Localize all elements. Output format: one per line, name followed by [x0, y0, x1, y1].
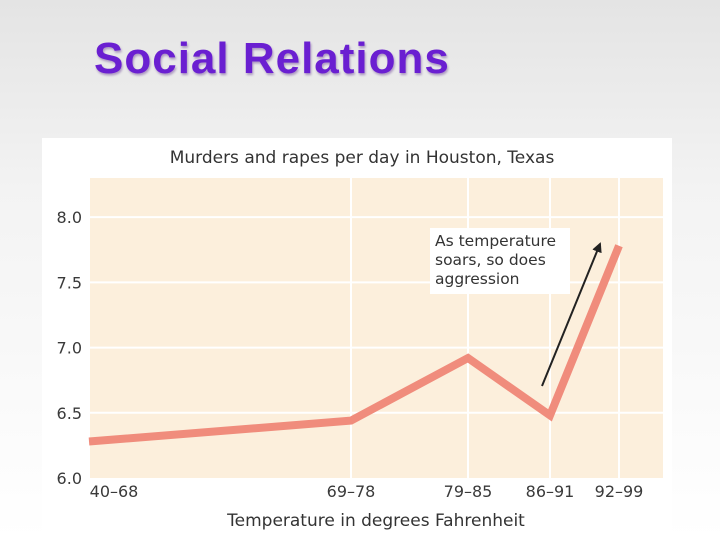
x-tick-label: 79–85 — [444, 482, 493, 501]
annotation-box — [430, 228, 570, 294]
y-tick-labels: 6.0 6.5 7.0 7.5 8.0 — [57, 208, 82, 488]
x-tick-label: 86–91 — [526, 482, 575, 501]
x-tick-label: 40–68 — [90, 482, 139, 501]
annotation-line-2: soars, so does — [435, 251, 546, 269]
y-tick-label: 8.0 — [57, 208, 82, 227]
x-tick-label: 69–78 — [327, 482, 376, 501]
y-tick-label: 7.0 — [57, 339, 82, 358]
slide-title: Social Relations — [94, 34, 450, 83]
data-points — [88, 245, 620, 442]
annotation-arrow — [541, 242, 602, 387]
x-tick-labels: 40–68 69–78 79–85 86–91 92–99 — [90, 482, 644, 501]
x-axis-label: Temperature in degrees Fahrenheit — [226, 511, 525, 531]
y-tick-label: 7.5 — [57, 273, 82, 292]
line-chart: Murders and rapes per day in Houston, Te… — [57, 148, 663, 531]
y-tick-label: 6.0 — [57, 469, 82, 488]
x-tick-label: 92–99 — [595, 482, 644, 501]
annotation-line-3: aggression — [435, 270, 520, 288]
y-tick-label: 6.5 — [57, 404, 82, 423]
chart-panel: Murders and rapes per day in Houston, Te… — [42, 138, 672, 540]
gridlines — [88, 178, 663, 478]
annotation-line-1: As temperature — [435, 232, 556, 250]
chart-title: Murders and rapes per day in Houston, Te… — [170, 148, 555, 168]
annotation: As temperature soars, so does aggression — [430, 228, 602, 387]
